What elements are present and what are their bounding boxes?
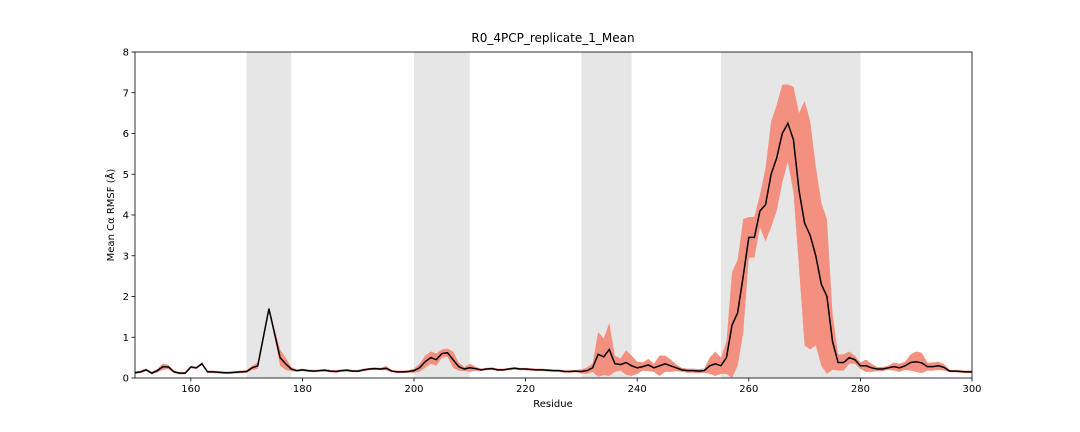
x-tick-label: 260 bbox=[739, 384, 758, 395]
x-tick-label: 240 bbox=[628, 384, 647, 395]
x-tick-label: 160 bbox=[181, 384, 200, 395]
chart-title: R0_4PCP_replicate_1_Mean bbox=[471, 31, 634, 45]
y-tick-label: 6 bbox=[123, 129, 129, 140]
y-tick-label: 0 bbox=[123, 374, 129, 385]
std-band bbox=[135, 84, 972, 378]
y-axis-label: Mean Cα RMSF (Å) bbox=[104, 169, 117, 262]
x-tick-label: 220 bbox=[516, 384, 535, 395]
y-tick-label: 7 bbox=[123, 88, 129, 99]
plot-area bbox=[135, 52, 972, 378]
mean-line bbox=[135, 121, 972, 374]
y-tick-label: 2 bbox=[123, 292, 129, 303]
highlight-region bbox=[581, 52, 632, 378]
x-tick-label: 300 bbox=[962, 384, 981, 395]
x-axis-label: Residue bbox=[533, 399, 572, 410]
y-tick-label: 3 bbox=[123, 251, 129, 262]
y-tick-label: 5 bbox=[123, 170, 129, 181]
highlight-region bbox=[414, 52, 470, 378]
highlight-region bbox=[246, 52, 292, 378]
axes: 160 180 200 220 240 260 280 300 0 1 2 3 4 5 6 7 8 bbox=[123, 48, 982, 396]
y-tick-label: 4 bbox=[123, 211, 129, 222]
x-tick-label: 280 bbox=[851, 384, 870, 395]
y-tick-label: 8 bbox=[123, 48, 129, 59]
y-tick-label: 1 bbox=[123, 333, 129, 344]
x-tick-label: 200 bbox=[404, 384, 423, 395]
x-tick-label: 180 bbox=[293, 384, 312, 395]
